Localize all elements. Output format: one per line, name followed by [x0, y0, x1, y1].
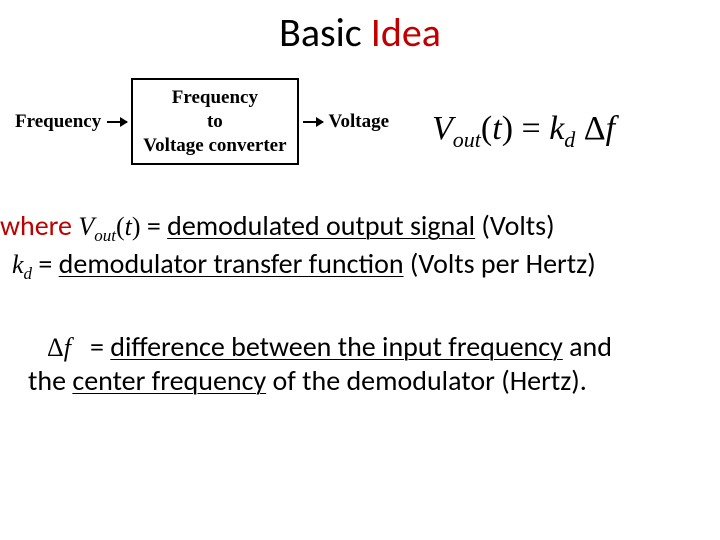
kd-desc-post: (Volts per Hertz): [404, 246, 596, 281]
input-label: Frequency: [15, 111, 101, 133]
delta-f-block: Δf = difference between the input freque…: [28, 330, 696, 398]
arrow-icon: [303, 121, 323, 123]
vout-desc-post: (Volts): [475, 208, 555, 243]
df-pre: =: [90, 329, 110, 364]
box-line1: Frequency: [143, 86, 286, 110]
definitions-block: where Vout(t) = demodulated output signa…: [0, 209, 702, 285]
arrow-icon: [107, 121, 127, 123]
df-post2: of the demodulator (Hertz).: [266, 363, 587, 398]
eq-delta: Δ: [584, 110, 606, 147]
eq-k-sub: d: [564, 127, 575, 152]
eq-k: k: [549, 110, 564, 147]
kd-desc: demodulator transfer function: [59, 246, 404, 281]
main-equation: Vout(t) = kd Δf: [432, 110, 615, 153]
slide-title: Basic Idea: [0, 8, 720, 57]
converter-box: Frequency to Voltage converter: [131, 78, 298, 165]
df-pre2: the: [28, 363, 72, 398]
eq-lhs-sub: out: [453, 127, 481, 152]
title-part1: Basic: [279, 8, 362, 57]
df-u2: center frequency: [72, 363, 266, 398]
df-post1: and: [563, 329, 612, 364]
eq-lhs-arg: t: [492, 110, 501, 147]
df-u1: difference between the input frequency: [110, 329, 562, 364]
kd-desc-pre: =: [38, 246, 58, 281]
eq-lhs-var: V: [432, 110, 453, 147]
vout-symbol: Vout(t): [78, 212, 140, 241]
box-line3: Voltage converter: [143, 134, 286, 158]
diagram-output: Voltage: [329, 111, 390, 133]
vout-desc: demodulated output signal: [167, 208, 475, 243]
block-diagram: Frequency Frequency to Voltage converter…: [15, 78, 389, 165]
output-label: Voltage: [329, 111, 390, 133]
where-label: where: [0, 208, 72, 243]
vout-desc-pre: =: [147, 208, 167, 243]
kd-symbol: kd: [12, 250, 32, 279]
eq-f: f: [606, 110, 615, 147]
box-line2: to: [143, 110, 286, 134]
diagram-input: Frequency: [15, 111, 101, 133]
title-part2: Idea: [371, 8, 441, 57]
deltaf-symbol: Δf: [47, 333, 71, 362]
